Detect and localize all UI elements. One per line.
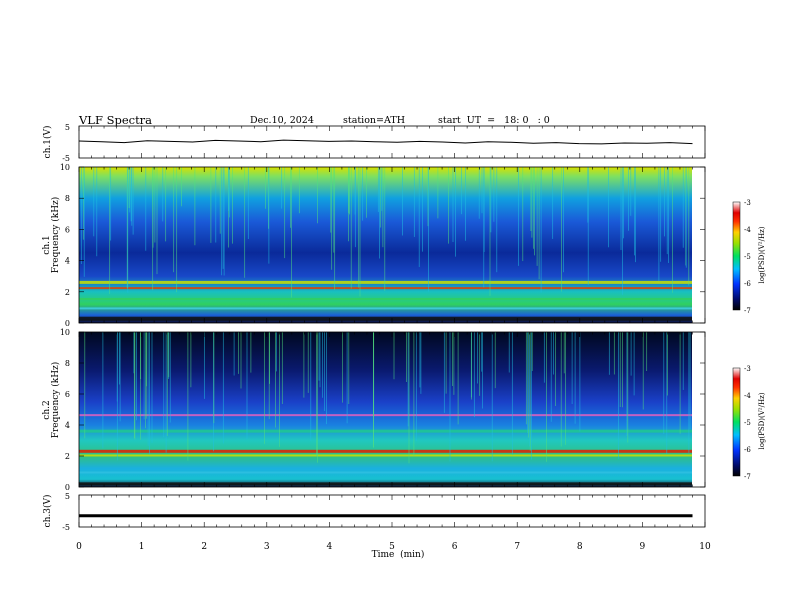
spectral-band: [79, 280, 692, 284]
ch2-spectrogram-image: [79, 332, 692, 487]
ch1-spec-ylabel: Frequency (kHz): [50, 197, 61, 274]
x-tick-label: 7: [514, 542, 520, 552]
ch1-spectrogram-ytick-labels: 0 2 4 6 8 10: [60, 163, 705, 328]
figure-title: VLF Spectra: [78, 113, 152, 127]
ch1-waveform-panel: 5 -5 ch.1(V): [42, 123, 706, 163]
freq-tick-label: 0: [65, 319, 70, 328]
freq-tick-label: 10: [60, 163, 70, 172]
ch2-colorbar-tick-labels: -3 -4 -5 -6 -7: [744, 365, 751, 481]
freq-tick-label: 10: [60, 328, 70, 337]
start-time-label: start UT = 18: 0 : 0: [438, 115, 550, 126]
colorbar-tick-label: -3: [744, 199, 751, 207]
ch2-spectrogram-sferics: [79, 332, 692, 486]
freq-tick-label: 8: [65, 194, 70, 203]
ch1-colorbar: [732, 201, 741, 311]
spectral-band: [79, 307, 692, 310]
spectral-band: [79, 298, 692, 301]
x-tick-label: 2: [201, 542, 207, 552]
ch2-spectrogram-ytick-labels: 0 2 4 6 8 10: [60, 328, 705, 492]
ch2-spec-ylabel: Frequency (kHz): [50, 362, 61, 439]
freq-tick-label: 2: [65, 452, 70, 461]
ch3-wave-ytick-bottom: -5: [62, 523, 70, 532]
colorbar-tick-label: -6: [744, 446, 751, 454]
x-axis-tick-labels: 0 1 2 3 4 5 6 7 8 9 10: [76, 542, 711, 552]
ch1-wave-ylabel: ch.1(V): [42, 126, 53, 159]
ch1-spec-ylabel-top: ch.1: [42, 235, 52, 254]
spectral-band: [79, 414, 692, 417]
colorbar-tick-label: -3: [744, 365, 751, 373]
spectral-band: [79, 429, 692, 433]
x-tick-label: 8: [577, 542, 583, 552]
ch1-wave-ytick-bottom: -5: [62, 154, 70, 163]
freq-tick-label: 8: [65, 359, 70, 368]
freq-tick-label: 4: [65, 421, 70, 430]
colorbar-tick-label: -4: [744, 226, 751, 234]
colorbar-tick-label: -6: [744, 280, 751, 288]
ch3-waveform-panel: 5 -5 ch.3(V): [42, 492, 706, 532]
freq-tick-label: 6: [65, 225, 70, 234]
x-tick-label: 5: [389, 542, 395, 552]
spectral-band: [79, 454, 692, 457]
spectral-band: [79, 316, 692, 321]
freq-tick-label: 4: [65, 257, 70, 266]
ch2-colorbar-label: log(PSD)(V²/Hz): [758, 392, 766, 449]
ch1-colorbar-label: log(PSD)(V²/Hz): [758, 226, 766, 283]
ch1-wave-ytick-top: 5: [65, 123, 70, 132]
ch3-waveform-ticks: [78, 495, 706, 527]
x-tick-label: 0: [76, 542, 82, 552]
x-tick-label: 3: [264, 542, 270, 552]
spectral-band: [79, 287, 692, 290]
colorbar-tick-label: -7: [744, 307, 751, 315]
spectral-band: [79, 482, 692, 486]
x-axis-label: Time (min): [372, 549, 425, 560]
ch2-spectrogram-ticks: [78, 332, 706, 487]
station-label: station=ATH: [343, 115, 405, 126]
freq-tick-label: 2: [65, 288, 70, 297]
ch2-spec-ylabel-top: ch.2: [42, 400, 52, 419]
ch3-wave-ylabel: ch.3(V): [42, 495, 53, 528]
x-tick-label: 1: [139, 542, 145, 552]
freq-tick-label: 0: [65, 483, 70, 492]
x-tick-label: 10: [699, 542, 711, 552]
ch2-colorbar: [732, 367, 741, 477]
ch1-spectrogram-ticks: [78, 167, 706, 323]
ch3-wave-ytick-top: 5: [65, 492, 70, 501]
ch1-waveform-ticks: [78, 126, 706, 158]
date-label: Dec.10, 2024: [250, 115, 314, 126]
colorbar-tick-label: -4: [744, 392, 751, 400]
ch1-colorbar-tick-labels: -3 -4 -5 -6 -7: [744, 199, 751, 315]
spectral-band: [79, 471, 692, 474]
colorbar-tick-label: -7: [744, 473, 751, 481]
x-tick-label: 6: [452, 542, 458, 552]
x-tick-label: 4: [327, 542, 333, 552]
colorbar-tick-label: -5: [744, 253, 751, 261]
ch1-spectrogram-sferics: [78, 167, 692, 321]
ch1-waveform-trace: [78, 139, 693, 145]
colorbar-tick-label: -5: [744, 419, 751, 427]
freq-tick-label: 6: [65, 390, 70, 399]
x-tick-label: 9: [640, 542, 646, 552]
spectral-band: [79, 449, 692, 453]
